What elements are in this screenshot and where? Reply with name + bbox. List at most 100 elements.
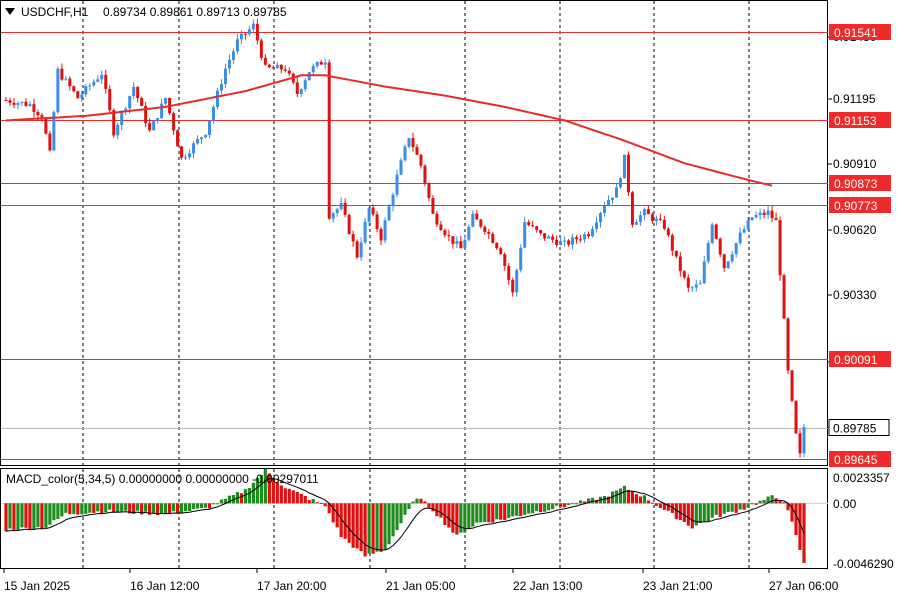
- macd-bar: [331, 503, 335, 523]
- candle-body: [407, 138, 411, 147]
- candle-body: [706, 243, 710, 262]
- candle-body: [112, 110, 116, 136]
- macd-bar: [359, 503, 363, 552]
- candle-body: [419, 154, 423, 166]
- candle-body: [782, 275, 786, 319]
- price-tick-label: 0.90620: [833, 223, 877, 237]
- candle-body: [694, 284, 698, 288]
- macd-bar: [419, 498, 423, 504]
- macd-bar: [375, 503, 379, 552]
- macd-bar: [56, 503, 60, 519]
- candle-body: [84, 86, 88, 95]
- candle-body: [48, 133, 52, 151]
- candle-body: [603, 205, 606, 214]
- macd-bar: [124, 503, 128, 511]
- candle-body: [742, 229, 746, 233]
- candle-body: [475, 213, 479, 220]
- macd-bar: [706, 503, 710, 522]
- macd-bar: [351, 503, 355, 548]
- macd-bar: [698, 503, 702, 523]
- candle-body: [610, 197, 614, 201]
- candle-body: [551, 236, 555, 240]
- macd-bar: [295, 491, 299, 504]
- macd-bar: [670, 503, 674, 513]
- macd-bar: [171, 503, 176, 512]
- candle-body: [152, 120, 156, 131]
- candle-body: [642, 209, 646, 216]
- candle-body: [567, 240, 571, 245]
- candle-body: [431, 197, 435, 214]
- candle-body: [618, 178, 622, 188]
- candle-body: [543, 233, 547, 239]
- candle-body: [16, 103, 20, 105]
- candle-body: [315, 62, 319, 67]
- macd-bar: [431, 503, 435, 512]
- macd-bar: [112, 503, 116, 513]
- candle-body: [279, 64, 283, 70]
- candle-body: [690, 287, 694, 289]
- candle-body: [60, 68, 64, 80]
- candle-body: [722, 254, 726, 269]
- macd-bar: [606, 496, 611, 504]
- candle-body: [411, 138, 415, 148]
- macd-bar: [52, 503, 56, 521]
- macd-bar: [391, 503, 395, 537]
- price-tick-label: 0.90330: [833, 288, 877, 302]
- candle-body: [563, 240, 567, 242]
- candle-body: [467, 226, 471, 240]
- candle-body: [523, 222, 527, 248]
- time-tick-label: 22 Jan 13:00: [513, 579, 583, 593]
- candle-body: [774, 218, 778, 221]
- candle-body: [650, 214, 654, 222]
- candle-body: [88, 85, 92, 87]
- dropdown-triangle-icon[interactable]: [5, 8, 15, 15]
- candle-body: [387, 206, 391, 221]
- macd-bar: [319, 502, 323, 504]
- candle-body: [76, 91, 80, 99]
- macd-bar: [164, 503, 168, 514]
- candle-body: [371, 207, 375, 215]
- candle-body: [20, 101, 24, 104]
- candle-body: [535, 226, 539, 231]
- macd-bar: [40, 503, 44, 529]
- candle-body: [72, 86, 76, 92]
- candle-body: [8, 100, 12, 103]
- macd-bar: [423, 501, 427, 504]
- macd-bar: [662, 503, 666, 510]
- macd-bar: [786, 503, 790, 511]
- macd-bar: [88, 503, 92, 513]
- macd-bar: [120, 503, 124, 512]
- candle-body: [459, 241, 463, 249]
- time-tick-label: 15 Jan 2025: [4, 579, 70, 593]
- macd-bar: [714, 503, 718, 515]
- level-price-tag: [829, 351, 891, 367]
- candle-body: [196, 138, 200, 144]
- macd-bar: [48, 503, 52, 525]
- macd-bar: [12, 503, 16, 531]
- vertical-grid: [82, 1, 750, 568]
- candle-body: [295, 82, 299, 95]
- macd-bar: [371, 503, 375, 554]
- candle-body: [267, 64, 271, 68]
- macd-bar: [666, 503, 670, 511]
- candle-body: [211, 106, 215, 121]
- candle-body: [172, 113, 176, 131]
- level-price-tag-label: 0.90091: [834, 353, 878, 367]
- candle-body: [730, 254, 734, 262]
- macd-bar: [92, 503, 96, 513]
- macd-bar: [387, 503, 391, 545]
- macd-bar: [634, 494, 639, 504]
- candle-body: [802, 426, 806, 454]
- macd-bar: [156, 503, 160, 516]
- macd-bar: [315, 502, 319, 504]
- macd-bar: [499, 503, 503, 520]
- candle-body: [762, 212, 766, 215]
- macd-bar: [626, 489, 631, 504]
- macd-bar: [594, 500, 599, 504]
- candle-body: [355, 241, 359, 258]
- macd-bar: [287, 488, 291, 504]
- level-price-tag: [829, 197, 891, 213]
- macd-bar: [20, 503, 24, 528]
- candle-body: [12, 102, 16, 105]
- macd-bar: [104, 503, 108, 513]
